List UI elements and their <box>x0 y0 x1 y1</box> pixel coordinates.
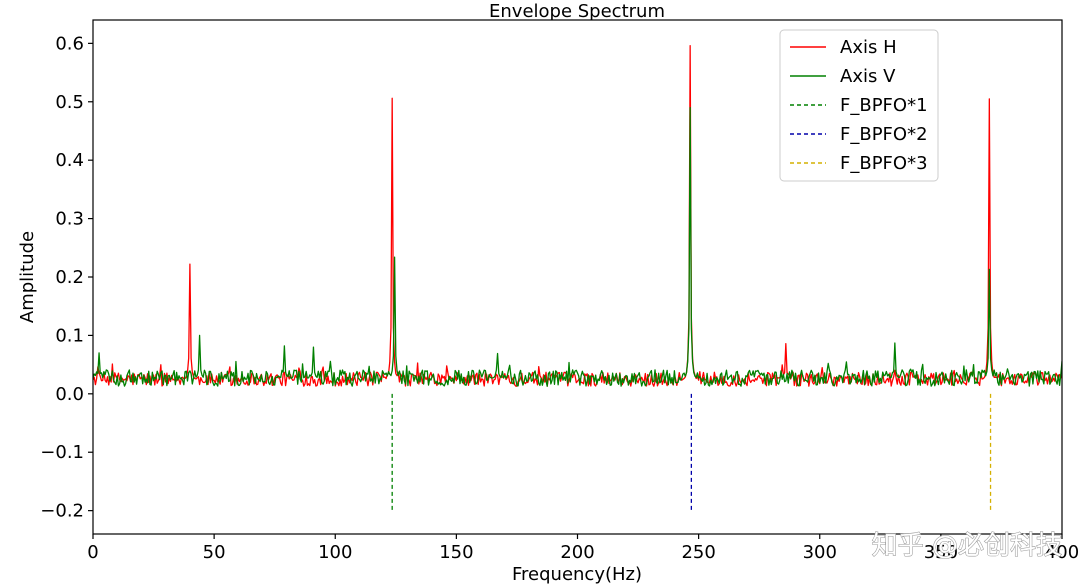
y-tick-label: 0.5 <box>55 92 84 113</box>
y-tick-label: −0.2 <box>40 501 84 522</box>
legend-label: F_BPFO*3 <box>840 153 928 174</box>
x-tick-label: 100 <box>318 542 352 563</box>
x-tick-label: 200 <box>560 542 594 563</box>
x-tick-label: 150 <box>439 542 473 563</box>
chart-title: Envelope Spectrum <box>489 1 665 22</box>
y-tick-label: 0.4 <box>55 150 84 171</box>
x-tick-label: 300 <box>803 542 837 563</box>
y-tick-label: 0.6 <box>55 33 84 54</box>
series-line-axis-v <box>93 106 1062 387</box>
legend-label: Axis H <box>840 37 897 58</box>
watermark: 知乎 @必创科技 <box>872 531 1062 561</box>
y-axis: −0.2 −0.1 0.0 0.1 0.2 0.3 0.4 0.5 0.6 <box>40 33 93 522</box>
legend-label: Axis V <box>840 66 896 87</box>
y-tick-label: 0.3 <box>55 209 84 230</box>
legend: Axis H Axis V F_BPFO*1 F_BPFO*2 F_BPFO*3 <box>779 29 939 182</box>
x-tick-label: 50 <box>203 542 226 563</box>
x-tick-label: 0 <box>87 542 98 563</box>
y-tick-label: −0.1 <box>40 442 84 463</box>
x-axis-title: Frequency(Hz) <box>512 564 642 585</box>
y-tick-label: 0.1 <box>55 325 84 346</box>
legend-label: F_BPFO*2 <box>840 124 928 145</box>
y-tick-label: 0.0 <box>55 384 84 405</box>
x-tick-label: 350 <box>924 542 958 563</box>
y-tick-label: 0.2 <box>55 267 84 288</box>
x-axis: 0 50 100 150 200 250 300 350 400 <box>87 534 1079 563</box>
legend-label: F_BPFO*1 <box>840 95 928 116</box>
legend-box <box>779 29 939 182</box>
x-tick-label: 400 <box>1045 542 1079 563</box>
y-axis-title: Amplitude <box>17 231 38 323</box>
x-tick-label: 250 <box>681 542 715 563</box>
